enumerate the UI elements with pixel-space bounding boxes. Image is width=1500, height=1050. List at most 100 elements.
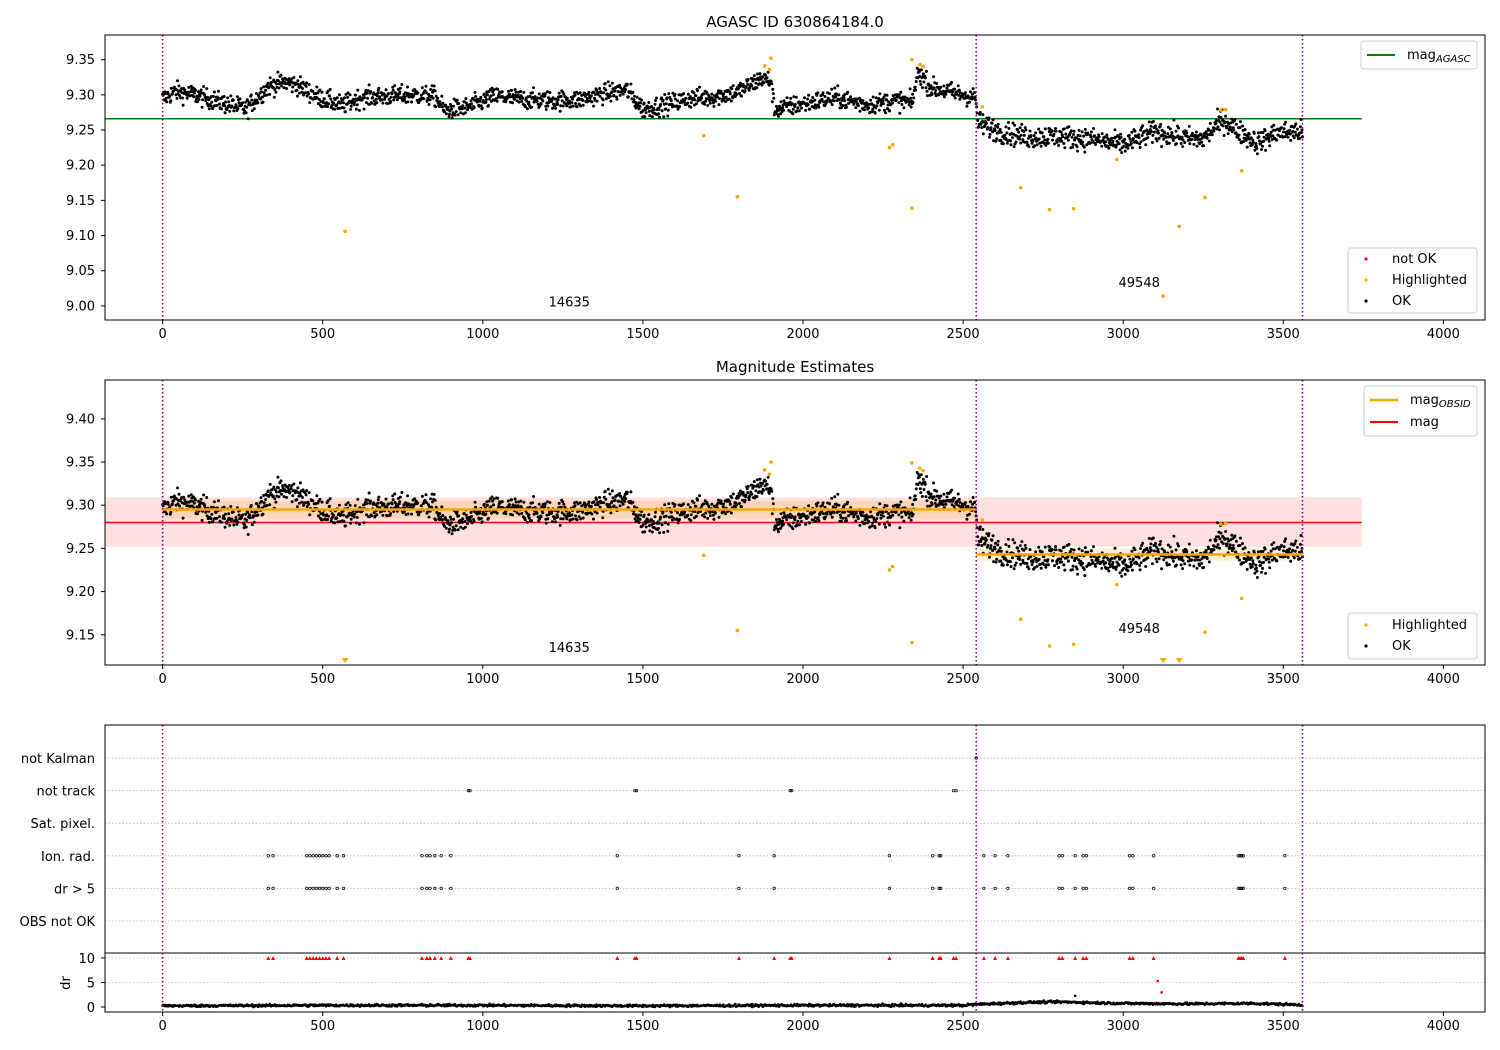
panel-2-ok-point: [484, 512, 488, 516]
panel-2-ok-point: [1289, 559, 1293, 563]
panel-2-ok-point: [230, 517, 234, 521]
panel-2-ok-point: [733, 505, 737, 509]
panel-1-ok-point: [861, 99, 865, 103]
panel-1-ok-point: [390, 92, 394, 96]
panel-2-ok-point: [433, 498, 437, 502]
panel-2-ok-point: [1181, 567, 1185, 571]
panel-2-xtick-label: 3500: [1267, 672, 1300, 687]
panel-1-ok-point: [393, 84, 397, 88]
panel-1-ok-point: [606, 80, 610, 84]
panel-1-ytick-label: 9.30: [66, 88, 95, 103]
panel-2-ok-point: [163, 510, 167, 514]
panel-1-ok-point: [346, 91, 350, 95]
panel-1-ok-point: [730, 87, 734, 91]
panel-2-ok-point: [989, 544, 993, 548]
panel-2-highlighted-point: [1114, 582, 1119, 587]
panel-1-ok-point: [650, 115, 654, 119]
panel-1-ok-point: [618, 83, 622, 87]
flag-point: [1131, 854, 1135, 858]
panel-1-ok-point: [1149, 124, 1153, 128]
flag-point: [1060, 886, 1065, 891]
panel-2-ok-point: [223, 525, 227, 529]
panel-2-ok-point: [1054, 548, 1058, 552]
panel-2-ok-point: [250, 523, 254, 527]
panel-1-ok-point: [914, 88, 918, 92]
panel-2-ok-point: [788, 523, 792, 527]
panel-2-ok-point: [570, 513, 574, 517]
panel-1-ok-point: [602, 91, 606, 95]
panel-1-ok-point: [317, 98, 321, 101]
panel-2-ok-point: [1037, 558, 1041, 561]
panel-1-ok-point: [531, 91, 534, 95]
panel-2-ok-point: [711, 513, 715, 517]
panel-2-ok-point: [586, 511, 590, 515]
panel-2-ok-point: [899, 500, 903, 504]
panel-1-ok-point: [755, 86, 759, 90]
panel-2-ok-point: [490, 495, 494, 499]
panel-1-ok-point: [520, 99, 524, 103]
panel-2-highlighted-point: [1239, 596, 1244, 601]
panel-1-ok-point: [489, 94, 493, 98]
panel-2-ok-point: [870, 524, 874, 528]
panel-2-ok-point: [352, 515, 356, 519]
panel-2-ok-point: [669, 510, 673, 514]
panel-1-ok-point: [1019, 141, 1023, 145]
panel-2-ok-point: [683, 510, 687, 514]
panel-1-ok-point: [1004, 125, 1008, 129]
panel-2-ok-point: [963, 501, 967, 505]
panel-1-ok-point: [1001, 142, 1005, 146]
panel-2-ok-point: [858, 523, 862, 527]
panel-1-ok-point: [1255, 152, 1259, 156]
panel-2-ok-point: [492, 503, 496, 507]
panel-1-ok-point: [635, 95, 639, 99]
panel-1-ok-point: [806, 97, 810, 101]
panel-2-legend-top: magOBSID mag: [1363, 385, 1478, 437]
panel-1-ok-point: [1078, 134, 1082, 138]
panel-1-ok-point: [911, 92, 915, 96]
panel-1-ok-point: [626, 95, 630, 99]
panel-2-ok-point: [814, 520, 818, 523]
panel-2-ok-point: [400, 491, 404, 494]
panel-1-ok-point: [1062, 127, 1066, 131]
panel-1-ok-point: [377, 86, 381, 90]
panel-2-ok-point: [610, 489, 614, 493]
panel-2-ok-point: [1133, 548, 1137, 552]
panel-2-ok-point: [1076, 572, 1080, 576]
panel-2-ok-point: [1263, 547, 1267, 551]
panel-2-ok-point: [808, 521, 812, 525]
panel-1-ok-point: [1129, 141, 1133, 145]
panel-1-ok-point: [762, 81, 766, 85]
panel-1-ok-point: [806, 103, 810, 107]
panel-1-ok-point: [1119, 132, 1123, 136]
panel-2-ok-point: [1119, 556, 1123, 560]
panel-2-ok-point: [774, 526, 778, 530]
panel-2-ok-point: [846, 500, 850, 504]
panel-2-ok-point: [957, 497, 961, 501]
panel-1-ok-point: [613, 89, 617, 93]
panel-1-ok-point: [551, 106, 554, 110]
panel-1-ok-point: [843, 99, 846, 102]
panel-1-highlighted-point: [1203, 195, 1207, 200]
panel-2-ok-point: [473, 500, 477, 504]
panel-2-highlighted-point: [980, 518, 985, 522]
panel-1-ok-point: [722, 92, 726, 96]
panel-1-ok-point: [727, 97, 731, 101]
panel-2-ok-point: [1216, 521, 1219, 525]
panel-1-ok-point: [1286, 135, 1290, 139]
panel-2-ok-point: [941, 503, 945, 507]
panel-2-ok-point: [311, 499, 315, 503]
panel-1-ok-point: [1157, 131, 1160, 135]
panel-2-ok-point: [1139, 547, 1143, 550]
panel-1-ok-point: [1103, 135, 1107, 139]
panel-2-ok-point: [728, 502, 732, 506]
panel-1-ok-point: [296, 79, 300, 83]
panel-2-ok-point: [755, 495, 759, 499]
panel-1-ok-point: [1072, 129, 1076, 133]
panel-2-xtick-label: 1000: [466, 672, 499, 687]
panel-2-ok-point: [1216, 543, 1220, 547]
panel-1-ok-point: [1140, 134, 1144, 137]
panel-1-ok-point: [1168, 127, 1172, 131]
panel-2-ok-point: [262, 494, 266, 497]
panel-1-ok-point: [371, 96, 375, 100]
panel-1-ok-point: [621, 92, 625, 96]
